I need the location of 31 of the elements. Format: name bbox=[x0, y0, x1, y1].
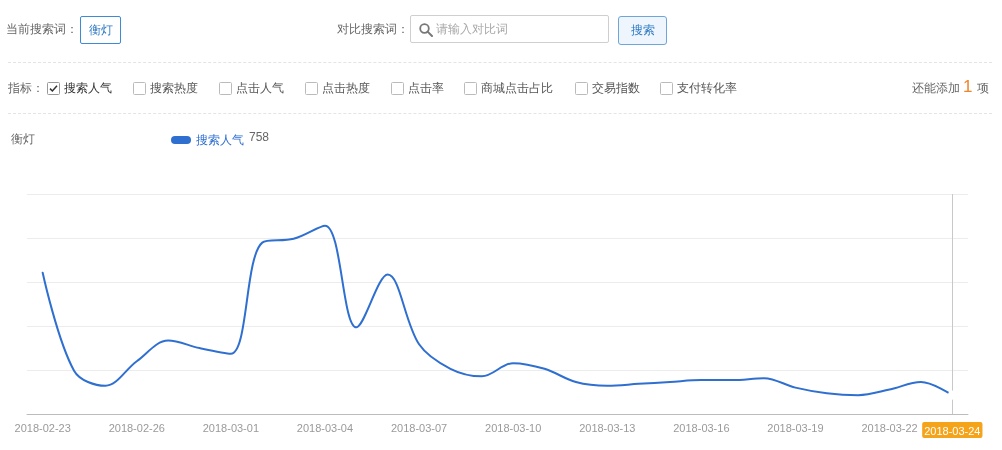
x-tick-label: 2018-03-07 bbox=[390, 421, 448, 434]
text: 商城点击占比 bbox=[481, 80, 553, 96]
text: 支付转化率 bbox=[677, 80, 737, 96]
x-tick-label: 2018-03-19 bbox=[767, 421, 824, 434]
x-tick-label: 2018-03-13 bbox=[579, 421, 636, 434]
text: 搜索热度 bbox=[150, 80, 198, 96]
text: 对比搜索词： bbox=[337, 21, 409, 37]
text: 1 bbox=[963, 77, 973, 97]
x-tick-label: 2018-03-16 bbox=[673, 421, 730, 434]
chart-title: 衡灯 bbox=[11, 132, 35, 146]
text: 当前搜索词： bbox=[6, 21, 78, 37]
text: 搜索人气 bbox=[64, 80, 112, 96]
text: 交易指数 bbox=[592, 80, 640, 96]
x-tick-label: 2018-03-10 bbox=[485, 421, 542, 434]
text: 点击热度 bbox=[322, 80, 370, 96]
search-button: 搜索 bbox=[618, 16, 667, 45]
x-tick-label: 2018-03-01 bbox=[202, 421, 260, 434]
text: 还能添加 bbox=[912, 80, 960, 96]
x-tick-label: 2018-03-22 bbox=[861, 421, 918, 434]
text: 点击率 bbox=[408, 80, 444, 96]
x-tick-label: 2018-03-24 bbox=[924, 424, 981, 437]
x-tick-label: 2018-02-26 bbox=[108, 421, 165, 434]
text: 758 bbox=[249, 130, 270, 144]
text: 点击人气 bbox=[236, 80, 284, 96]
x-tick-label: 2018-02-23 bbox=[14, 421, 71, 434]
search-field: 请输入对比词 bbox=[410, 15, 609, 43]
keyword-box: 衡灯 bbox=[80, 16, 121, 44]
text: 指标： bbox=[8, 80, 44, 96]
x-tick-label: 2018-03-04 bbox=[296, 421, 354, 434]
legend-label: 搜索人气 bbox=[196, 133, 244, 147]
text: 项 bbox=[977, 80, 989, 96]
